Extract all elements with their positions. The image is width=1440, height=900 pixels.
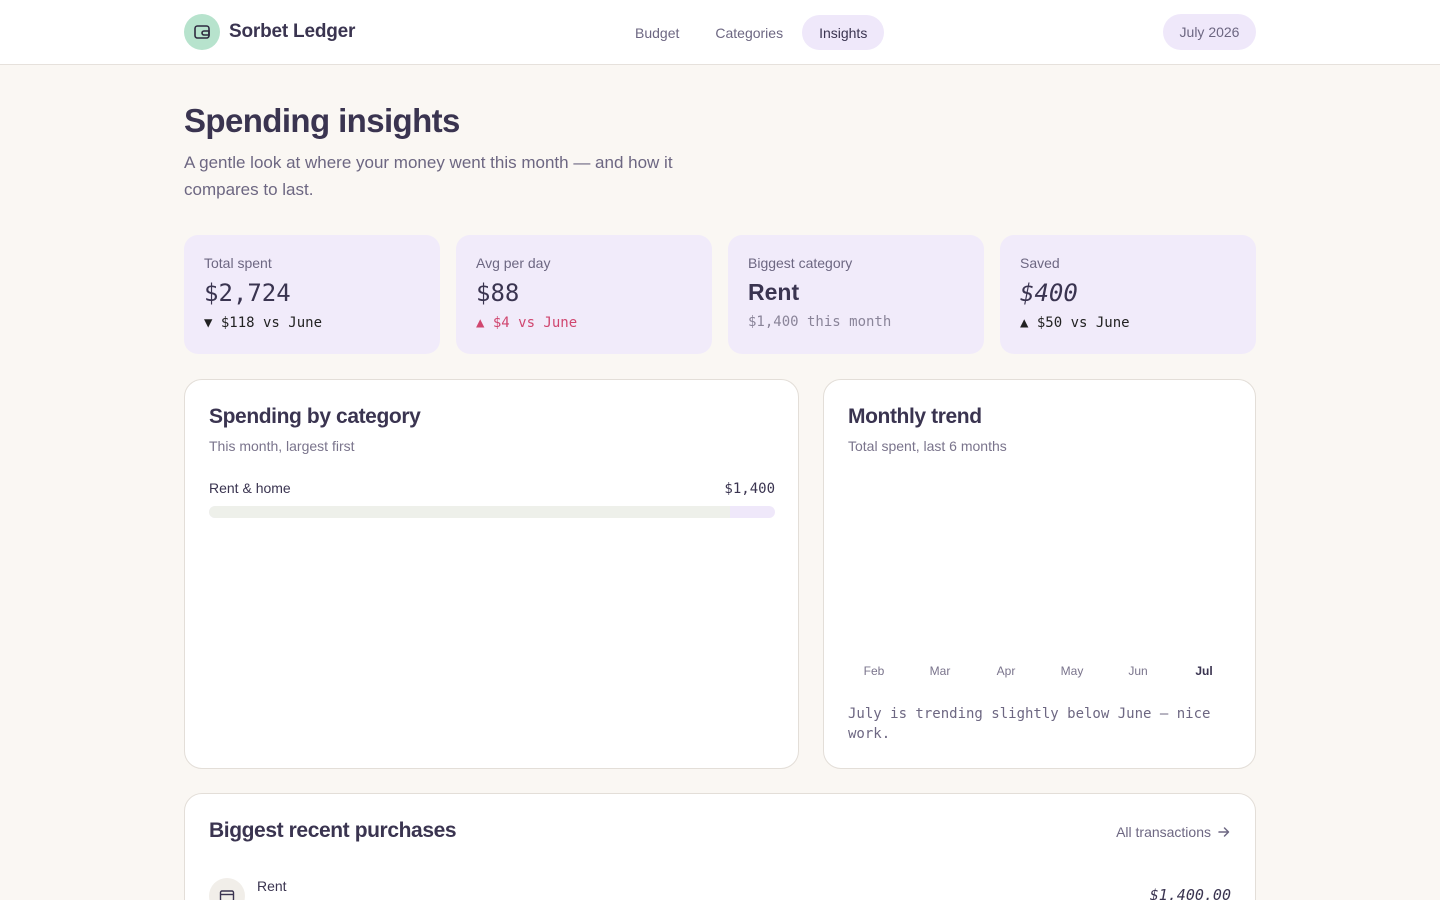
- panel-subtitle: Total spent, last 6 months: [848, 438, 1007, 454]
- brand[interactable]: Sorbet Ledger: [184, 14, 355, 50]
- stat-delta: $1,400 this month: [748, 314, 892, 330]
- trend-month-label: Jul: [1195, 664, 1213, 678]
- stat-label: Saved: [1020, 255, 1060, 271]
- purchase-amount: $1,400.00: [1149, 886, 1231, 900]
- stat-delta: ▲ $4 vs June: [476, 315, 578, 331]
- trend-month-labels: Feb Mar Apr May Jun Jul: [848, 664, 1228, 684]
- nav-item-insights[interactable]: Insights: [802, 15, 885, 50]
- page-title: Spending insights: [184, 102, 460, 139]
- all-transactions-link[interactable]: All transactions: [1116, 824, 1231, 840]
- top-bar: Sorbet Ledger Budget Categories Insights…: [0, 0, 1440, 65]
- stat-label: Avg per day: [476, 255, 551, 271]
- stat-value: $400: [1020, 279, 1078, 307]
- trend-month-label: Apr: [996, 664, 1016, 678]
- stat-card-biggest-category: Biggest category Rent $1,400 this month: [728, 235, 984, 354]
- stat-label: Total spent: [204, 255, 272, 271]
- brand-name: Sorbet Ledger: [229, 21, 356, 42]
- purchase-row[interactable]: Rent $1,400.00: [209, 878, 1231, 900]
- stat-card-total-spent: Total spent $2,724 ▼ $118 vs June: [184, 235, 440, 354]
- stat-value: $88: [476, 279, 520, 307]
- category-bar-fill: [209, 506, 730, 518]
- trend-month-label: Feb: [863, 664, 885, 678]
- trend-month-label: Mar: [929, 664, 951, 678]
- category-bar-track: [209, 506, 775, 518]
- page-subtitle: A gentle look at where your money went t…: [184, 153, 673, 199]
- panel-title: Biggest recent purchases: [209, 819, 457, 842]
- panel-subtitle: This month, largest first: [209, 438, 355, 454]
- month-selector[interactable]: July 2026: [1163, 14, 1256, 50]
- stat-card-saved: Saved $400 ▲ $50 vs June: [1000, 235, 1256, 354]
- category-amount: $1,400: [724, 481, 775, 497]
- nav-item-budget[interactable]: Budget: [635, 24, 680, 41]
- stat-delta: ▲ $50 vs June: [1020, 315, 1130, 331]
- card-icon: [209, 878, 245, 900]
- trend-month-label: May: [1060, 664, 1084, 678]
- panel-title: Monthly trend: [848, 405, 982, 428]
- purchase-name: Rent: [257, 878, 287, 894]
- arrow-right-icon: [1218, 827, 1230, 837]
- stat-label: Biggest category: [748, 255, 853, 271]
- stat-value: Rent: [748, 279, 800, 305]
- nav-item-categories[interactable]: Categories: [715, 24, 784, 41]
- main-nav: Budget Categories Insights: [618, 15, 885, 50]
- trend-month-label: Jun: [1128, 664, 1148, 678]
- recent-purchases-panel: Biggest recent purchases All transaction…: [184, 793, 1256, 900]
- spending-by-category-panel: Spending by category This month, largest…: [184, 379, 799, 769]
- category-name: Rent & home: [209, 480, 291, 496]
- stat-delta: ▼ $118 vs June: [204, 315, 323, 331]
- link-label: All transactions: [1116, 824, 1211, 840]
- panel-title: Spending by category: [209, 405, 421, 428]
- stat-value: $2,724: [204, 279, 291, 307]
- monthly-trend-panel: Monthly trend Total spent, last 6 months…: [823, 379, 1256, 769]
- wallet-icon: [184, 14, 220, 50]
- stat-card-avg-per-day: Avg per day $88 ▲ $4 vs June: [456, 235, 712, 354]
- trend-note: July is trending slightly below June — n…: [848, 706, 1211, 742]
